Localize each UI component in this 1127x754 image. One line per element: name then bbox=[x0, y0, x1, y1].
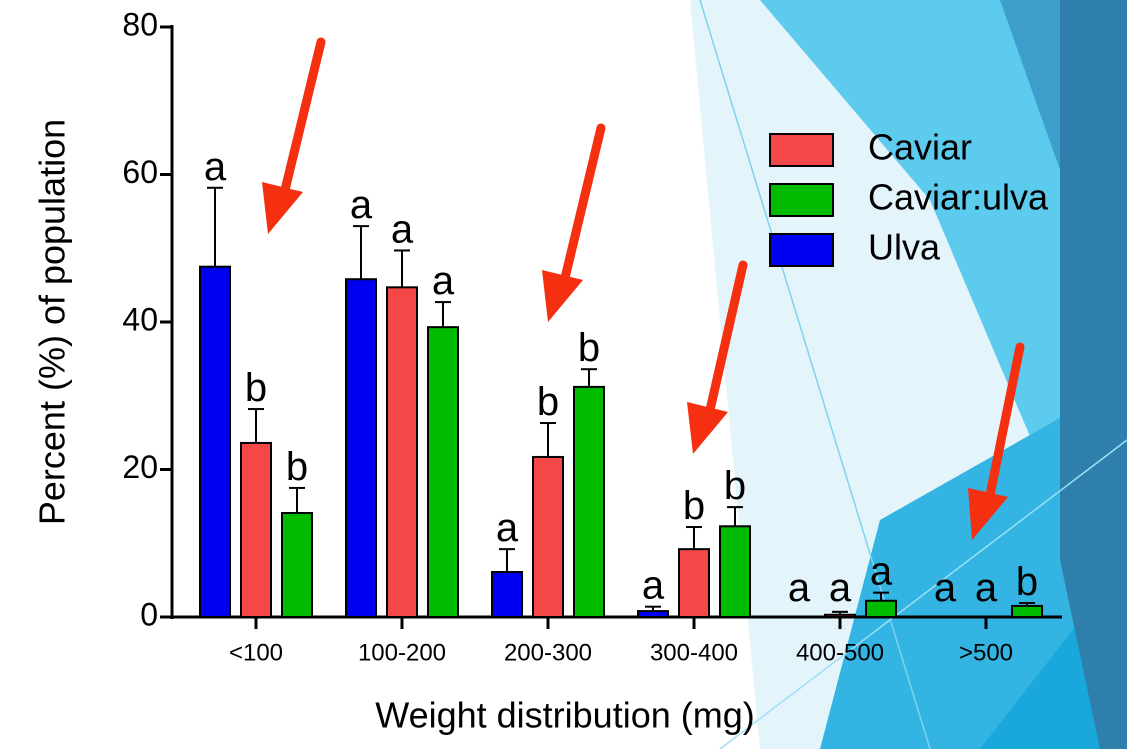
x-tick-label: 300-400 bbox=[650, 639, 738, 666]
significance-letter: b bbox=[537, 380, 559, 424]
significance-letter: a bbox=[870, 550, 893, 594]
bar bbox=[428, 327, 458, 617]
page: {"chart_data": { "type": "bar", "x_label… bbox=[0, 0, 1127, 749]
y-tick-label: 60 bbox=[122, 154, 158, 190]
x-tick-label: >500 bbox=[959, 639, 1013, 666]
x-axis-title: Weight distribution (mg) bbox=[375, 695, 754, 736]
significance-letter: b bbox=[724, 464, 746, 508]
significance-letter: a bbox=[391, 207, 414, 251]
significance-letter: b bbox=[683, 484, 705, 528]
y-axis-title: Percent (%) of population bbox=[32, 119, 73, 525]
x-tick-label: 200-300 bbox=[504, 639, 592, 666]
bar bbox=[574, 387, 604, 617]
background-decoration bbox=[690, 0, 1127, 749]
bar bbox=[533, 457, 563, 617]
legend-swatch bbox=[770, 134, 833, 166]
y-tick-label: 80 bbox=[122, 6, 158, 42]
significance-letter: a bbox=[642, 564, 665, 608]
bar bbox=[1012, 606, 1042, 617]
bar bbox=[866, 601, 896, 617]
significance-letter: b bbox=[578, 326, 600, 370]
x-tick-label: 100-200 bbox=[358, 639, 446, 666]
x-tick-label: <100 bbox=[229, 639, 283, 666]
bar bbox=[720, 526, 750, 617]
y-tick-label: 0 bbox=[140, 596, 158, 632]
bar bbox=[679, 549, 709, 617]
legend-label: Ulva bbox=[868, 227, 941, 268]
y-tick-label: 40 bbox=[122, 301, 158, 337]
chart: Percent (%) of population Weight distrib… bbox=[0, 0, 1127, 749]
y-tick-label: 20 bbox=[122, 449, 158, 485]
bar bbox=[282, 513, 312, 617]
bar bbox=[825, 615, 855, 617]
significance-letter: a bbox=[496, 506, 519, 550]
bar bbox=[492, 572, 522, 617]
bar bbox=[638, 611, 668, 617]
legend-label: Caviar bbox=[868, 127, 972, 168]
significance-letter: a bbox=[432, 259, 455, 303]
bar bbox=[387, 287, 417, 617]
significance-letter: a bbox=[829, 566, 852, 610]
legend-label: Caviar:ulva bbox=[868, 177, 1049, 218]
significance-letter: b bbox=[1016, 560, 1038, 604]
x-tick-label: 400-500 bbox=[796, 639, 884, 666]
legend-swatch bbox=[770, 234, 833, 266]
significance-letter: b bbox=[245, 366, 267, 410]
significance-letter: a bbox=[204, 145, 227, 189]
significance-letter: b bbox=[286, 445, 308, 489]
significance-letter: a bbox=[934, 566, 957, 610]
bar bbox=[346, 279, 376, 617]
significance-letter: a bbox=[975, 566, 998, 610]
legend-swatch bbox=[770, 184, 833, 216]
significance-letter: a bbox=[350, 183, 373, 227]
significance-letter: a bbox=[788, 566, 811, 610]
bar bbox=[241, 443, 271, 617]
bar bbox=[200, 267, 230, 617]
